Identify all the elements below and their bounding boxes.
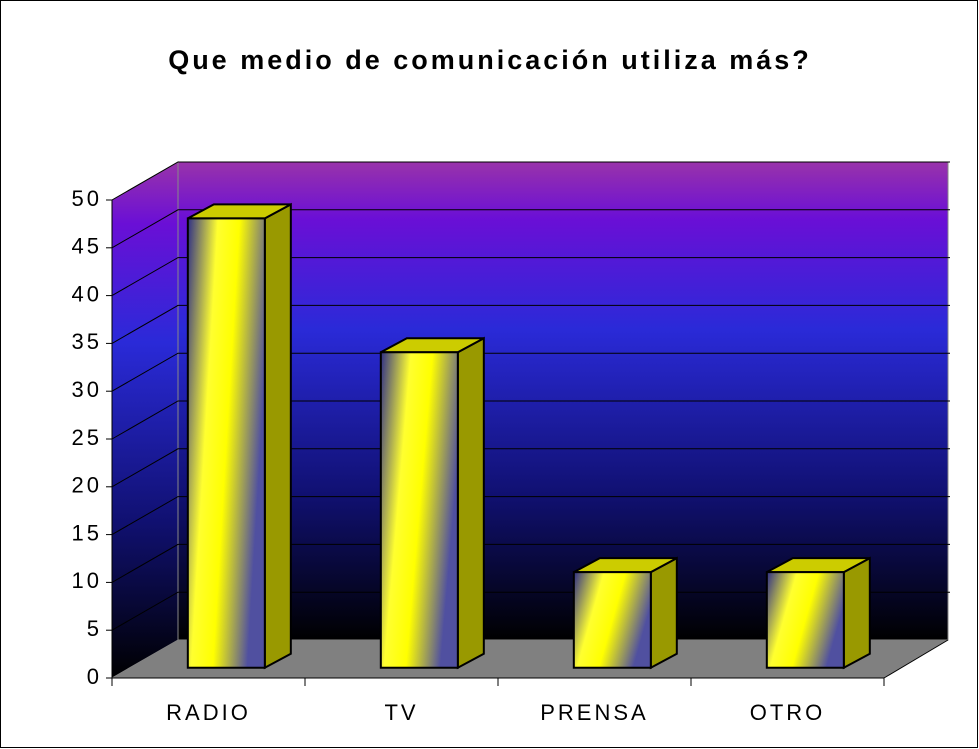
y-tick-label: 25 — [72, 425, 102, 450]
floor — [112, 640, 948, 678]
y-tick-label: 5 — [87, 616, 102, 641]
y-tick-label: 40 — [72, 281, 102, 306]
y-tick-label: 0 — [87, 664, 102, 689]
y-tick-label: 15 — [72, 520, 102, 545]
grid-line — [111, 496, 950, 536]
grid-line — [111, 400, 950, 440]
bar — [765, 571, 845, 669]
grid-line — [111, 209, 950, 249]
y-tick-label: 50 — [72, 186, 102, 211]
grid-line — [111, 161, 950, 201]
bar — [379, 351, 459, 669]
y-tick-label: 35 — [72, 329, 102, 354]
y-tick-label: 45 — [72, 234, 102, 259]
grid-line — [111, 448, 950, 488]
x-tick-label: RADIO — [166, 700, 251, 725]
y-tick-label: 30 — [72, 377, 102, 402]
floor-edge — [883, 639, 949, 679]
grid-line — [111, 352, 950, 392]
bar-side — [842, 556, 871, 670]
chart-title: Que medio de comunicación utiliza más? — [168, 45, 812, 75]
bar-side — [263, 202, 292, 670]
x-tick-label: TV — [384, 700, 418, 725]
y-tick-label: 10 — [72, 568, 102, 593]
bar — [572, 571, 652, 669]
bar — [186, 217, 266, 669]
bar-side — [456, 336, 485, 670]
x-tick-label: PRENSA — [540, 700, 648, 725]
grid-line — [111, 304, 950, 344]
x-tick-label: OTRO — [750, 700, 826, 725]
grid-line — [111, 257, 950, 297]
bar-side — [649, 556, 678, 670]
grid-line — [111, 591, 950, 631]
y-tick-label: 20 — [72, 473, 102, 498]
grid-line — [111, 543, 950, 583]
